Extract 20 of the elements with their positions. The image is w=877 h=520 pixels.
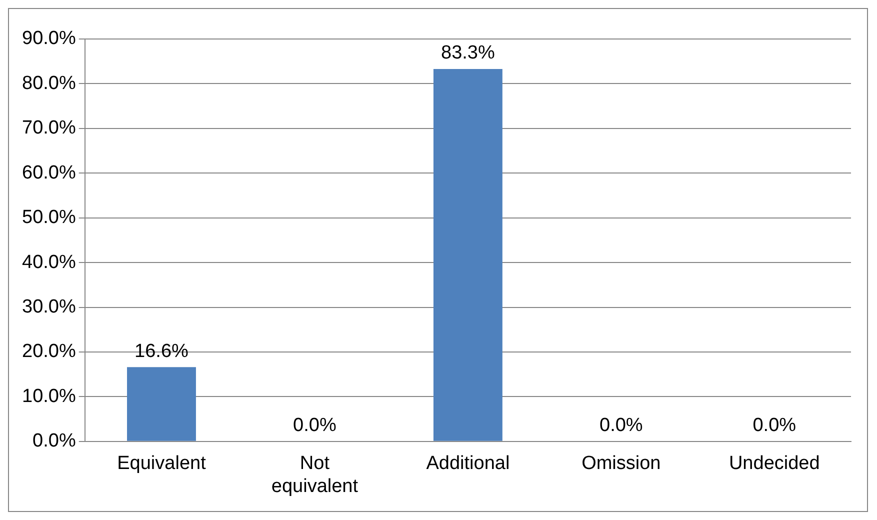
- data-label: 83.3%: [441, 42, 495, 64]
- x-tick-label: Not equivalent: [271, 453, 359, 497]
- y-tick-label: 70.0%: [22, 118, 76, 139]
- y-tick-label: 90.0%: [22, 28, 76, 50]
- data-label: 0.0%: [752, 415, 796, 436]
- x-tick-label: Omission: [582, 453, 661, 474]
- y-tick-label: 20.0%: [22, 341, 76, 362]
- x-tick-label: Additional: [426, 453, 510, 474]
- data-label: 0.0%: [600, 415, 643, 436]
- data-label: 0.0%: [293, 415, 336, 436]
- y-tick-label: 10.0%: [22, 386, 76, 407]
- y-tick-label: 0.0%: [32, 430, 76, 452]
- x-tick-label: Undecided: [728, 453, 820, 474]
- y-tick-label: 60.0%: [22, 162, 76, 184]
- y-tick-label: 50.0%: [22, 207, 76, 228]
- y-tick-label: 30.0%: [22, 296, 76, 318]
- x-tick-label: Equivalent: [117, 453, 207, 474]
- y-tick-label: 40.0%: [22, 252, 76, 273]
- data-label: 16.6%: [134, 340, 189, 362]
- y-tick-label: 80.0%: [22, 72, 76, 94]
